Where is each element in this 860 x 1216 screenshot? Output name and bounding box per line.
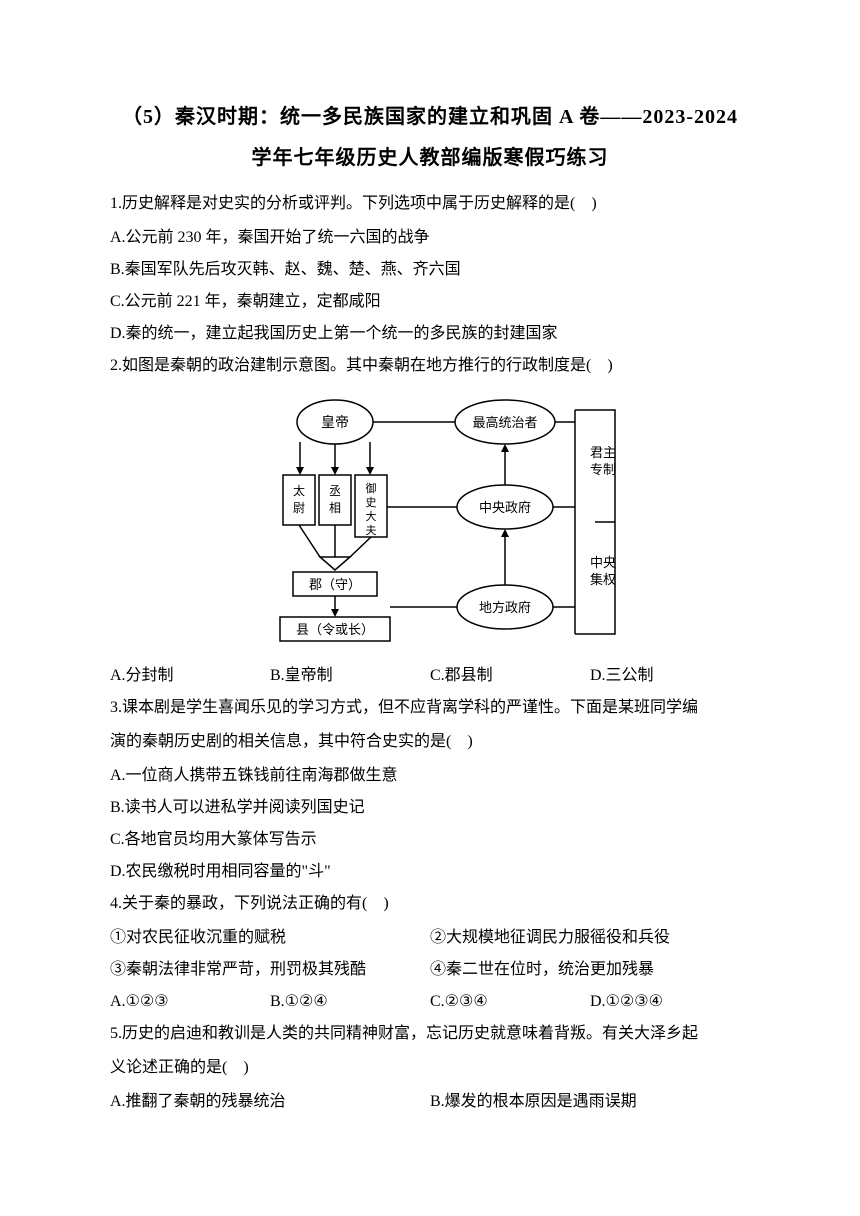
q1-opt-b: B.秦国军队先后攻灭韩、赵、魏、楚、燕、齐六国 [110,254,750,286]
q2-opt-d: D.三公制 [590,660,750,692]
q3-opt-d: D.农民缴税时用相同容量的"斗" [110,856,750,888]
q5-stem-1: 5.历史的启迪和教训是人类的共同精神财富，忘记历史就意味着背叛。有关大泽乡起 [110,1018,750,1050]
svg-text:史: 史 [366,496,377,509]
side-label-1b: 专制 [590,462,616,477]
q3-opt-c: C.各地官员均用大篆体写告示 [110,824,750,856]
diagram-container: 君主 专制 中央 集权 皇帝 最高统治者 太 尉 丞 相 御 史 大 夫 中央政… [110,392,750,652]
q4-opt-a: A.①②③ [110,986,270,1018]
title-line-1: （5）秦汉时期：统一多民族国家的建立和巩固 A 卷——2023-2024 [110,100,750,129]
svg-text:大: 大 [366,509,377,523]
q4-opt-d: D.①②③④ [590,986,750,1018]
title-line-2: 学年七年级历史人教部编版寒假巧练习 [110,141,750,170]
q4-sub-3: ③秦朝法律非常严苛，刑罚极其残酷 [110,954,430,986]
q3-stem-2: 演的秦朝历史剧的相关信息，其中符合史实的是( ) [110,726,750,758]
q5-opt-a: A.推翻了秦朝的残暴统治 [110,1086,430,1118]
q1-opt-c: C.公元前 221 年，秦朝建立，定都咸阳 [110,286,750,318]
q2-opt-b: B.皇帝制 [270,660,430,692]
q1-stem: 1.历史解释是对史实的分析或评判。下列选项中属于历史解释的是( ) [110,188,750,220]
q5-stem-2: 义论述正确的是( ) [110,1052,750,1084]
q4-opt-c: C.②③④ [430,986,590,1018]
q4-sub-1: ①对农民征收沉重的赋税 [110,922,430,954]
q2-opt-c: C.郡县制 [430,660,590,692]
node-jun: 郡（守） [309,577,361,592]
node-xian: 县（令或长） [296,622,374,637]
q3-opt-b: B.读书人可以进私学并阅读列国史记 [110,792,750,824]
q2-options: A.分封制 B.皇帝制 C.郡县制 D.三公制 [110,660,750,692]
q5-options: A.推翻了秦朝的残暴统治 B.爆发的根本原因是遇雨误期 [110,1086,750,1118]
q4-subs-2: ③秦朝法律非常严苛，刑罚极其残酷 ④秦二世在位时，统治更加残暴 [110,954,750,986]
q3-stem-1: 3.课本剧是学生喜闻乐见的学习方式，但不应背离学科的严谨性。下面是某班同学编 [110,692,750,724]
node-supreme: 最高统治者 [472,415,537,430]
svg-text:夫: 夫 [366,524,377,537]
q4-stem: 4.关于秦的暴政，下列说法正确的有( ) [110,888,750,920]
q3-opt-a: A.一位商人携带五铢钱前往南海郡做生意 [110,760,750,792]
side-label-2b: 集权 [590,572,616,587]
q2-stem: 2.如图是秦朝的政治建制示意图。其中秦朝在地方推行的行政制度是( ) [110,350,750,382]
side-label-1a: 君主 [590,445,616,460]
q1-opt-a: A.公元前 230 年，秦国开始了统一六国的战争 [110,222,750,254]
svg-text:尉: 尉 [293,500,305,515]
political-structure-diagram: 君主 专制 中央 集权 皇帝 最高统治者 太 尉 丞 相 御 史 大 夫 中央政… [225,392,635,652]
node-central: 中央政府 [479,500,531,515]
q4-sub-4: ④秦二世在位时，统治更加残暴 [430,954,750,986]
q5-opt-b: B.爆发的根本原因是遇雨误期 [430,1086,750,1118]
q4-sub-2: ②大规模地征调民力服徭役和兵役 [430,922,750,954]
node-local: 地方政府 [479,600,531,615]
node-emperor: 皇帝 [321,415,349,431]
q4-options: A.①②③ B.①②④ C.②③④ D.①②③④ [110,986,750,1018]
svg-text:丞: 丞 [329,484,341,498]
q1-opt-d: D.秦的统一，建立起我国历史上第一个统一的多民族的封建国家 [110,318,750,350]
side-label-2a: 中央 [590,555,616,570]
q2-opt-a: A.分封制 [110,660,270,692]
q4-subs-1: ①对农民征收沉重的赋税 ②大规模地征调民力服徭役和兵役 [110,922,750,954]
svg-text:相: 相 [329,501,341,515]
svg-text:御: 御 [366,481,377,495]
q4-opt-b: B.①②④ [270,986,430,1018]
svg-text:太: 太 [293,483,305,498]
